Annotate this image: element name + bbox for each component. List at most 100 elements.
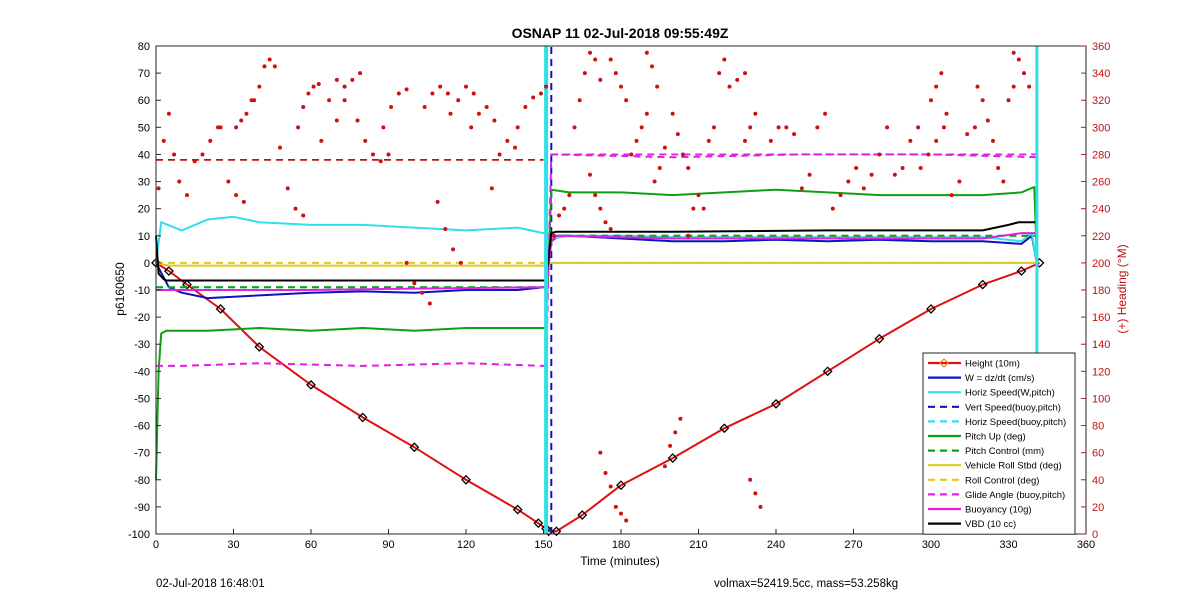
y2-tick-label-17: 340: [1092, 68, 1110, 80]
heading-point-105: [639, 125, 644, 130]
y2-tick-label-3: 60: [1092, 448, 1104, 460]
y2-tick-label-1: 20: [1092, 502, 1104, 514]
heading-point-101: [619, 511, 623, 516]
heading-point-97: [613, 71, 618, 76]
heading-point-89: [593, 193, 598, 198]
heading-point-159: [926, 152, 931, 157]
heading-point-108: [650, 64, 654, 69]
footer-timestamp: 02-Jul-2018 16:48:01: [156, 578, 265, 590]
heading-point-56: [445, 91, 450, 96]
heading-point-143: [807, 172, 812, 177]
heading-point-73: [515, 125, 520, 130]
heading-point-14: [234, 125, 239, 130]
heading-point-172: [985, 118, 990, 123]
heading-point-34: [334, 77, 339, 82]
heading-point-83: [577, 98, 582, 103]
height-marker-19: [822, 366, 833, 377]
heading-point-35: [342, 84, 347, 89]
y-tick-label-1: -90: [134, 502, 150, 514]
heading-point-84: [582, 71, 587, 76]
height-marker-8: [461, 474, 471, 485]
legend: Height (10m) W = dz/dt (cm/s) Horiz Speed(…: [922, 352, 1076, 535]
height-marker-5: [306, 379, 316, 390]
x-tick-label-12: 360: [1077, 539, 1095, 551]
heading-point-44: [386, 152, 391, 157]
legend-label-9: Glide Angle (buoy,pitch): [965, 490, 1065, 501]
heading-point-114: [668, 443, 673, 448]
height-marker-13: [551, 526, 562, 537]
heading-point-24: [285, 186, 290, 191]
heading-point-135: [748, 477, 753, 482]
heading-point-149: [854, 166, 859, 170]
heading-point-54: [430, 91, 435, 96]
heading-point-113: [662, 464, 667, 469]
heading-point-61: [448, 111, 453, 116]
heading-point-131: [743, 71, 747, 76]
height-marker-7: [409, 442, 420, 453]
height-marker-17: [719, 423, 730, 434]
heading-point-138: [768, 138, 773, 143]
heading-point-33: [327, 98, 332, 103]
y2-tick-label-12: 240: [1092, 204, 1110, 216]
heading-point-150: [861, 186, 866, 191]
heading-point-98: [619, 84, 623, 89]
heading-point-110: [652, 179, 657, 184]
heading-point-158: [918, 166, 923, 170]
heading-point-170: [975, 84, 980, 89]
heading-point-123: [696, 193, 701, 198]
heading-point-153: [885, 125, 890, 130]
heading-point-69: [489, 186, 494, 191]
heading-point-71: [505, 138, 510, 143]
heading-point-115: [673, 430, 678, 435]
y-tick-label-10: 0: [144, 258, 150, 270]
heading-point-107: [644, 50, 649, 55]
heading-point-85: [588, 50, 592, 55]
heading-point-29: [306, 91, 311, 96]
heading-point-62: [456, 98, 461, 103]
heading-point-145: [823, 111, 828, 116]
legend-label-2: Horiz Speed(W,pitch): [965, 388, 1055, 399]
y-tick-label-18: 80: [138, 41, 150, 53]
y-tick-label-13: 30: [138, 177, 150, 189]
heading-point-99: [624, 98, 629, 103]
heading-point-53: [422, 105, 427, 109]
heading-point-100: [613, 504, 618, 509]
heading-point-112: [662, 145, 667, 150]
y-tick-label-17: 70: [138, 68, 150, 80]
heading-point-77: [544, 84, 549, 89]
y2-tick-label-6: 120: [1092, 366, 1110, 378]
heading-point-92: [608, 227, 613, 231]
heading-point-129: [727, 84, 732, 89]
height-marker-9: [512, 504, 523, 515]
y2-tick-label-13: 260: [1092, 177, 1110, 189]
heading-point-7: [200, 152, 205, 157]
heading-point-18: [252, 98, 257, 103]
heading-point-180: [1022, 71, 1026, 76]
height-marker-21: [926, 304, 936, 314]
legend-label-7: Vehicle Roll Stbd (deg): [965, 461, 1062, 472]
heading-point-175: [1001, 179, 1006, 184]
heading-point-169: [972, 125, 977, 130]
heading-point-118: [675, 132, 680, 137]
heading-point-2: [166, 111, 171, 116]
x-tick-label-9: 270: [844, 539, 862, 551]
x-tick-label-3: 90: [382, 539, 394, 551]
heading-point-38: [350, 77, 355, 82]
heading-point-42: [371, 152, 375, 157]
height-marker-18: [771, 398, 781, 409]
y2-tick-label-15: 300: [1092, 122, 1110, 134]
heading-point-163: [934, 84, 939, 89]
heading-point-139: [776, 125, 781, 130]
x-tick-label-11: 330: [999, 539, 1017, 551]
heading-point-12: [234, 193, 239, 198]
heading-point-75: [531, 95, 536, 100]
heading-point-72: [513, 145, 518, 150]
heading-point-120: [686, 166, 691, 170]
x-tick-label-7: 210: [689, 539, 707, 551]
heading-point-125: [706, 138, 711, 143]
heading-point-58: [443, 227, 448, 231]
y2-axis-label: (+) Heading (°M): [1115, 244, 1129, 333]
heading-point-106: [644, 111, 649, 116]
y2-tick-label-4: 80: [1092, 421, 1104, 433]
